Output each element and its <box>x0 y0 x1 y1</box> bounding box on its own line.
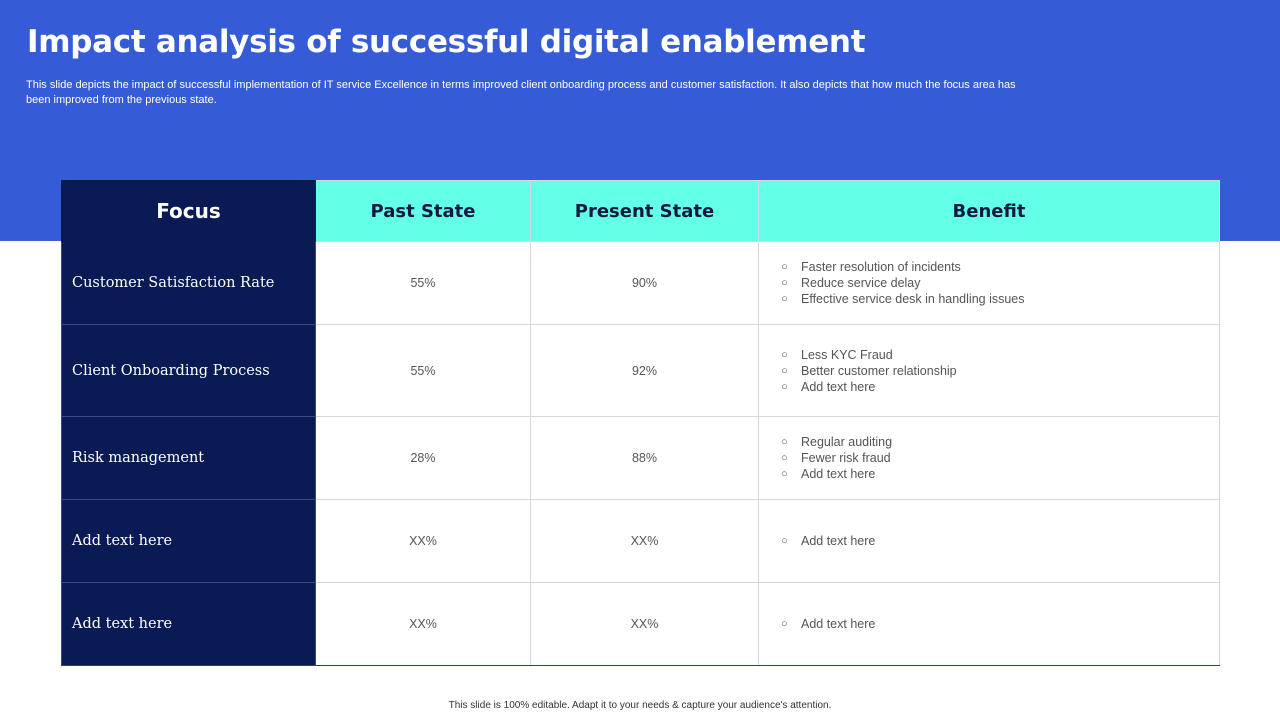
benefit-text: Reduce service delay <box>801 276 921 290</box>
present-state-cell: 88% <box>530 416 759 500</box>
benefit-item: ○ Add text here <box>781 379 1219 395</box>
benefit-item: ○ Reduce service delay <box>781 275 1219 291</box>
circle-bullet-icon: ○ <box>781 348 788 361</box>
table-header-row: Focus Past State Present State Benefit <box>61 180 1220 242</box>
table-row: Add text here XX% XX% ○ Add text here <box>61 499 1220 583</box>
benefit-text: Effective service desk in handling issue… <box>801 292 1025 306</box>
circle-bullet-icon: ○ <box>781 436 788 448</box>
benefit-item: ○ Regular auditing <box>781 434 1219 450</box>
past-state-cell: 55% <box>315 324 531 417</box>
benefit-list: ○ Less KYC Fraud ○ Better customer relatio… <box>781 347 1219 395</box>
table-row: Customer Satisfaction Rate 55% 90% ○ Fast… <box>61 241 1220 325</box>
focus-cell: Customer Satisfaction Rate <box>61 241 316 325</box>
benefit-cell: ○ Regular auditing ○ Fewer risk fraud ○ Add… <box>758 416 1220 500</box>
benefit-text: Fewer risk fraud <box>801 451 891 465</box>
benefit-text: Add text here <box>801 617 876 631</box>
slide-title: Impact analysis of successful digital en… <box>27 24 866 60</box>
benefit-text: Less KYC Fraud <box>801 347 893 362</box>
benefit-item: ○ Effective service desk in handling issu… <box>781 291 1219 307</box>
benefit-cell: ○ Faster resolution of incidents ○ Reduce … <box>758 241 1220 325</box>
benefit-cell: ○ Add text here <box>758 582 1220 666</box>
past-state-cell: XX% <box>315 582 531 666</box>
past-state-cell: 55% <box>315 241 531 325</box>
circle-bullet-icon: ○ <box>781 277 788 289</box>
benefit-list: ○ Regular auditing ○ Fewer risk fraud ○ Add… <box>781 434 1219 482</box>
benefit-item: ○ Add text here <box>781 466 1219 482</box>
circle-bullet-icon: ○ <box>781 452 788 464</box>
benefit-item: ○ Faster resolution of incidents <box>781 259 1219 275</box>
benefit-text: Add text here <box>801 467 876 481</box>
circle-bullet-icon: ○ <box>781 261 788 273</box>
benefit-text: Faster resolution of incidents <box>801 260 961 274</box>
impact-table: Focus Past State Present State Benefit C… <box>61 180 1220 666</box>
benefit-cell: ○ Less KYC Fraud ○ Better customer relatio… <box>758 324 1220 417</box>
benefit-item: ○ Fewer risk fraud <box>781 450 1219 466</box>
benefit-item: ○ Less KYC Fraud <box>781 347 1219 363</box>
table-row: Risk management 28% 88% ○ Regular auditin… <box>61 416 1220 500</box>
footer-note: This slide is 100% editable. Adapt it to… <box>448 700 832 711</box>
benefit-item: ○ Add text here <box>781 533 1219 549</box>
circle-bullet-icon: ○ <box>781 535 788 547</box>
circle-bullet-icon: ○ <box>781 468 788 480</box>
past-state-cell: 28% <box>315 416 531 500</box>
benefit-text: Add text here <box>801 379 876 394</box>
present-state-cell: 92% <box>530 324 759 417</box>
circle-bullet-icon: ○ <box>781 364 788 377</box>
focus-cell: Risk management <box>61 416 316 500</box>
benefit-list: ○ Add text here <box>781 616 1219 632</box>
present-state-cell: XX% <box>530 499 759 583</box>
benefit-list: ○ Faster resolution of incidents ○ Reduce … <box>781 259 1219 307</box>
circle-bullet-icon: ○ <box>781 618 788 630</box>
past-state-cell: XX% <box>315 499 531 583</box>
header-focus: Focus <box>61 180 316 242</box>
benefit-item: ○ Better customer relationship <box>781 363 1219 379</box>
benefit-text: Add text here <box>801 534 876 548</box>
header-present-state: Present State <box>530 180 759 242</box>
circle-bullet-icon: ○ <box>781 380 788 393</box>
benefit-text: Better customer relationship <box>801 363 957 378</box>
table-row: Client Onboarding Process 55% 92% ○ Less … <box>61 324 1220 417</box>
benefit-item: ○ Add text here <box>781 616 1219 632</box>
slide-subtitle: This slide depicts the impact of success… <box>26 79 1016 106</box>
present-state-cell: 90% <box>530 241 759 325</box>
circle-bullet-icon: ○ <box>781 293 788 305</box>
focus-cell: Add text here <box>61 582 316 666</box>
present-state-cell: XX% <box>530 582 759 666</box>
table-row: Add text here XX% XX% ○ Add text here <box>61 582 1220 666</box>
benefit-list: ○ Add text here <box>781 533 1219 549</box>
focus-cell: Add text here <box>61 499 316 583</box>
benefit-text: Regular auditing <box>801 435 893 449</box>
benefit-cell: ○ Add text here <box>758 499 1220 583</box>
focus-cell: Client Onboarding Process <box>61 324 316 417</box>
header-past-state: Past State <box>315 180 531 242</box>
header-benefit: Benefit <box>758 180 1220 242</box>
